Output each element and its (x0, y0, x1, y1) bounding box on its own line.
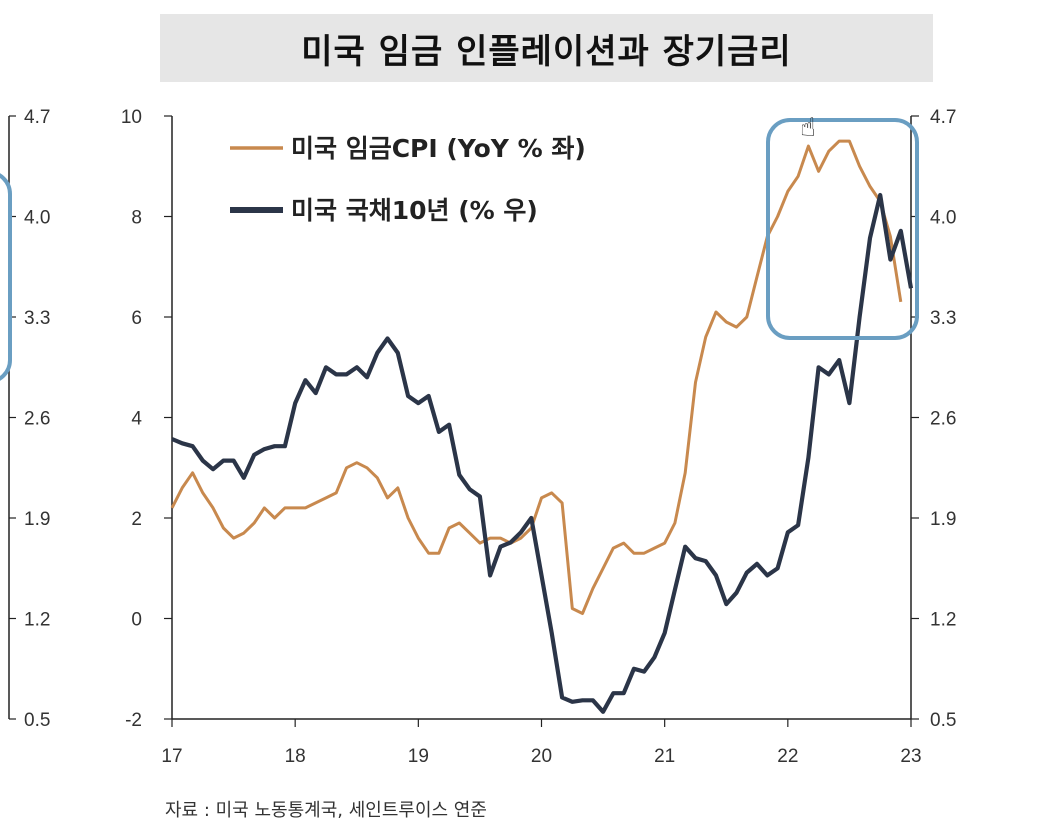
x-tick-label: 23 (900, 746, 921, 767)
right-y-tick-label: 1.2 (930, 610, 956, 631)
series-line-wage-cpi (170, 139, 903, 615)
chart-title: 미국 임금 인플레이션과 장기금리 (301, 31, 792, 72)
right-y-tick-label: 3.3 (930, 308, 956, 329)
highlight-box-recent (766, 118, 919, 340)
right-y-tick-label: 4.0 (930, 208, 956, 229)
right-y-tick-label: 4.7 (930, 107, 956, 128)
left-y-tick-label: 10 (121, 107, 142, 128)
cropped-tick-label: 3.3 (24, 308, 50, 329)
right-y-tick-label: 1.9 (930, 509, 956, 530)
cropped-tick-label: 4.0 (24, 208, 50, 229)
cropped-tick-label: 1.9 (24, 509, 50, 530)
right-y-tick-label: 2.6 (930, 409, 956, 430)
cropped-tick-label: 0.5 (24, 710, 50, 731)
legend-label-treasury-10y: 미국 국채10년 (% 우) (291, 196, 538, 225)
highlight-box-cropped (0, 173, 12, 381)
left-y-tick-label: 8 (131, 208, 142, 229)
left-y-tick-label: 2 (131, 509, 142, 530)
source-note: 자료 : 미국 노동통계국, 세인트루이스 연준 (165, 800, 487, 821)
x-tick-label: 19 (408, 746, 429, 767)
left-y-tick-label: -2 (125, 710, 142, 731)
hand-cursor-icon: ☝ (800, 113, 816, 143)
legend-label-wage-cpi: 미국 임금CPI (YoY % 좌) (291, 134, 586, 163)
right-y-tick-label: 0.5 (930, 710, 956, 731)
cropped-tick-label: 4.7 (24, 107, 50, 128)
x-tick-label: 18 (285, 746, 306, 767)
chart-title-bar: 미국 임금 인플레이션과 장기금리 (160, 14, 933, 82)
left-y-tick-label: 4 (131, 409, 142, 430)
x-tick-label: 20 (531, 746, 552, 767)
x-tick-label: 22 (777, 746, 798, 767)
cropped-tick-label: 1.2 (24, 610, 50, 631)
x-tick-label: 21 (654, 746, 675, 767)
left-y-tick-label: 0 (131, 610, 142, 631)
series-line-treasury-10y (171, 192, 914, 714)
cropped-tick-label: 2.6 (24, 409, 50, 430)
x-tick-label: 17 (161, 746, 182, 767)
left-y-tick-label: 6 (131, 308, 142, 329)
